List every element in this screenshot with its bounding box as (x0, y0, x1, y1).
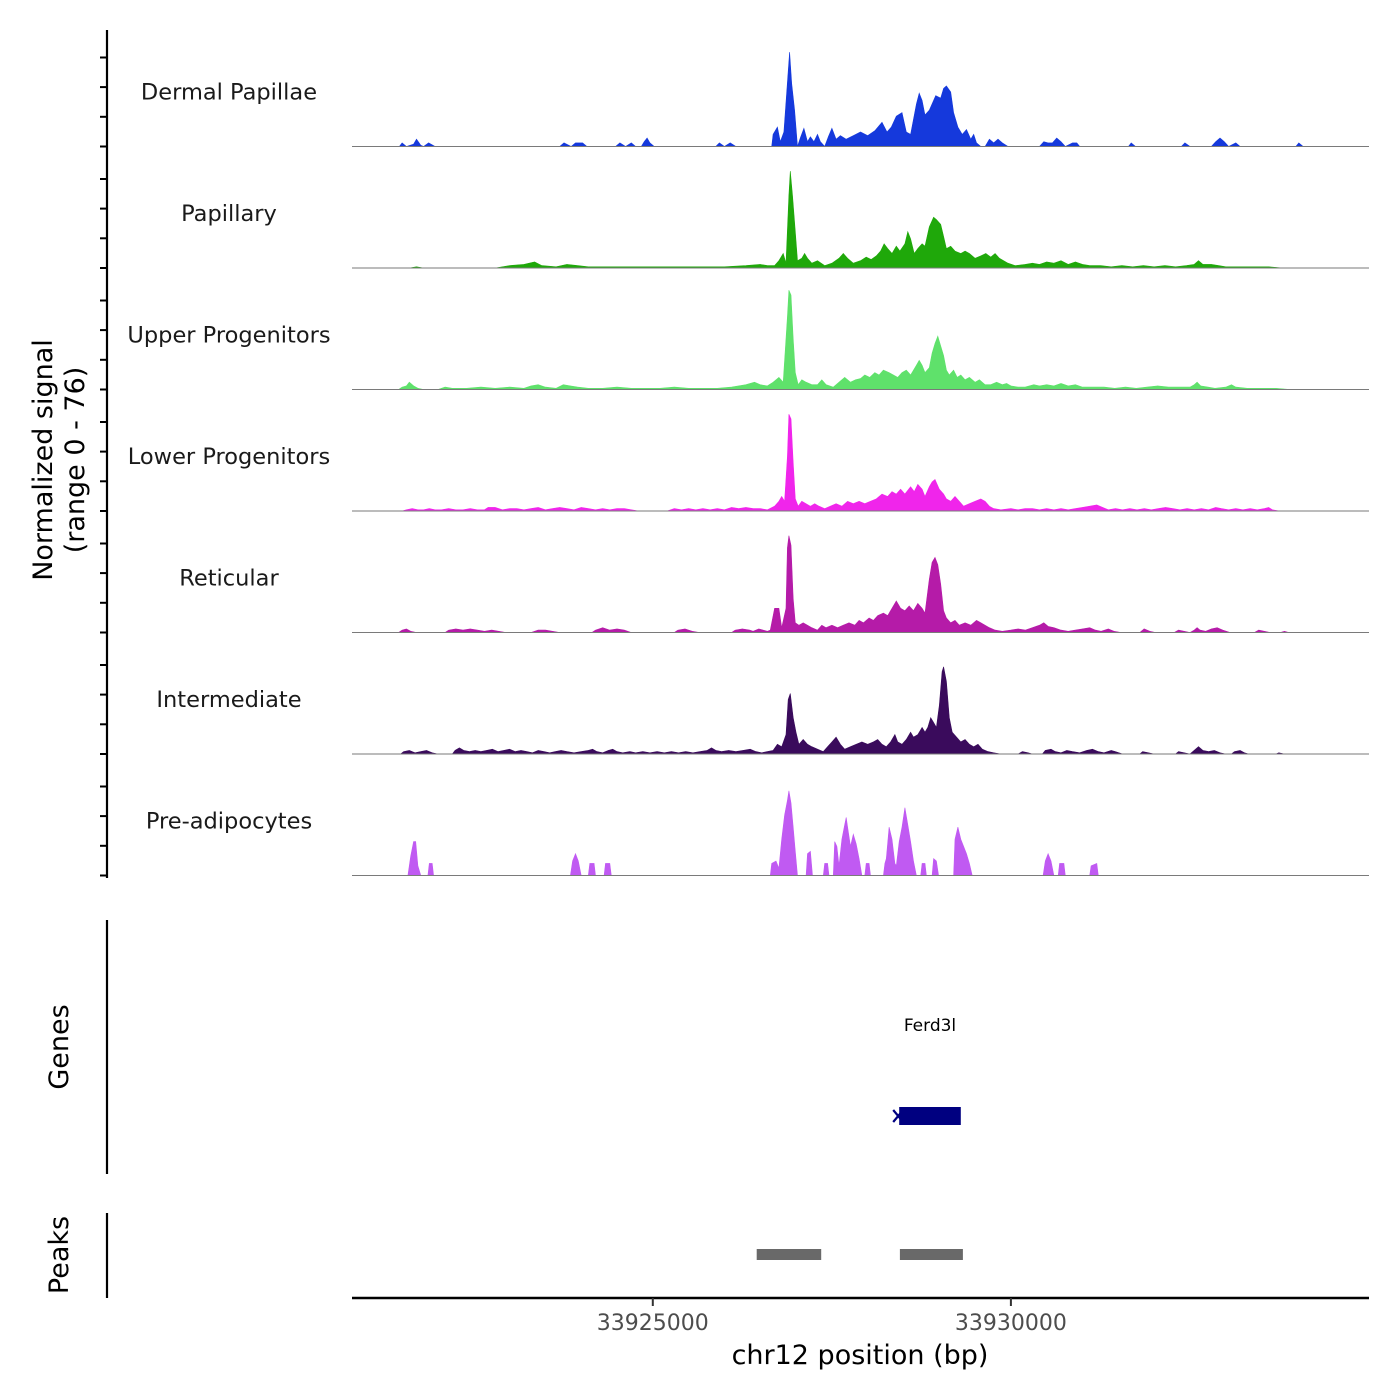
track-label: Pre-adipocytes (146, 809, 312, 835)
coverage-y-axis-ticks (100, 56, 107, 877)
track-label: Lower Progenitors (128, 444, 330, 470)
coverage-tracks: Dermal Papillae Papillary Upper Progenitor… (127, 52, 1369, 877)
gene-annotation: Ferd3l (892, 1016, 961, 1125)
x-tick-label: 33925000 (597, 1311, 709, 1336)
gene-body[interactable] (899, 1107, 961, 1125)
signal-area (352, 290, 1369, 390)
signal-area (352, 171, 1369, 269)
x-axis-label: chr12 position (bp) (732, 1340, 989, 1371)
track-label: Intermediate (156, 687, 301, 713)
y-axis-label-line1: Normalized signal (28, 339, 59, 581)
x-tick-label: 33930000 (955, 1311, 1067, 1336)
signal-area (352, 666, 1369, 755)
track-pre-adipocytes: Pre-adipocytes (146, 790, 1369, 877)
track-upper-progenitors: Upper Progenitors (127, 290, 1369, 391)
gene-name: Ferd3l (904, 1016, 956, 1036)
signal-area (352, 535, 1369, 633)
genes-track-label: Genes (44, 1004, 75, 1089)
signal-area (352, 414, 1369, 512)
track-papillary: Papillary (181, 171, 1369, 269)
peak-regions (756, 1249, 963, 1260)
signal-area (352, 52, 1369, 148)
track-intermediate: Intermediate (156, 666, 1369, 755)
x-axis-ticks: 33925000 33930000 (597, 1298, 1067, 1336)
track-label: Dermal Papillae (141, 80, 317, 106)
track-label: Upper Progenitors (127, 323, 330, 349)
track-lower-progenitors: Lower Progenitors (128, 414, 1369, 512)
track-reticular: Reticular (179, 535, 1369, 634)
signal-area (352, 790, 1369, 876)
track-label: Reticular (179, 566, 279, 592)
track-dermal-papillae: Dermal Papillae (141, 52, 1369, 148)
peak-region[interactable] (899, 1249, 963, 1260)
y-axis-label-line2: (range 0 - 76) (60, 367, 91, 554)
track-label: Papillary (181, 201, 277, 227)
peak-region[interactable] (756, 1249, 822, 1260)
peaks-track-label: Peaks (44, 1216, 75, 1294)
strand-arrow-icon (892, 1109, 905, 1123)
